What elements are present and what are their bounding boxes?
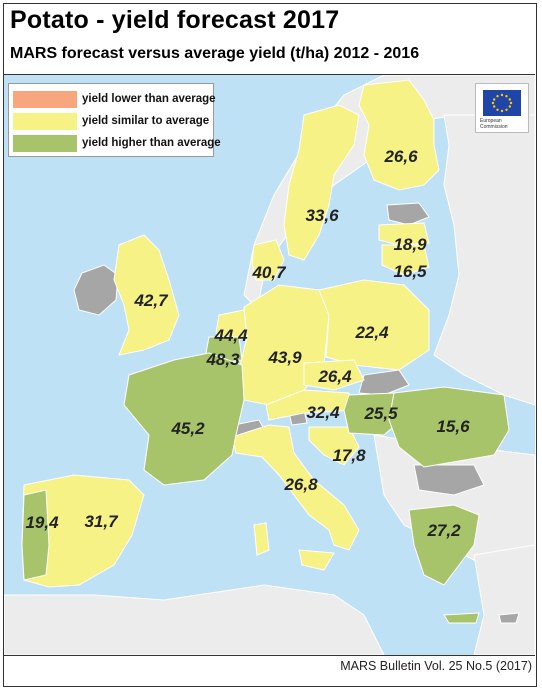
map-canvas: [4, 75, 535, 655]
bulgaria: [413, 464, 485, 496]
map-legend: yield lower than average yield similar to…: [8, 83, 221, 157]
yield-label-spain: 31,7: [84, 512, 118, 531]
map-subtitle: MARS forecast versus average yield (t/ha…: [10, 45, 420, 62]
ireland: [73, 264, 119, 316]
estonia: [386, 202, 430, 226]
european-commission-logo: European Commission: [475, 83, 529, 133]
denmark-area: [251, 239, 285, 281]
greece-area: [408, 504, 480, 586]
sardinia-area: [253, 522, 270, 556]
north-africa: [4, 584, 385, 655]
yield-label-united-kingdom: 42,7: [134, 291, 168, 310]
yield-label-italy: 26,8: [284, 475, 318, 494]
eu-stars-icon: [491, 93, 513, 113]
legend-item: yield similar to average: [13, 110, 209, 132]
yield-label-czech-republic: 26,4: [318, 367, 352, 386]
yield-label-denmark: 40,7: [252, 263, 286, 282]
yield-label-portugal: 19,4: [25, 513, 59, 532]
legend-label: yield similar to average: [82, 115, 210, 127]
legend-label: yield higher than average: [82, 137, 221, 149]
sicily-area: [298, 549, 335, 571]
legend-item: yield higher than average: [13, 132, 221, 154]
yield-label-poland: 22,4: [355, 323, 389, 342]
crete-area: [443, 612, 480, 624]
eu-flag-icon: [483, 90, 521, 116]
europe-map: yield lower than average yield similar to…: [4, 74, 535, 656]
legend-swatch: [13, 134, 77, 152]
yield-label-greece: 27,2: [427, 521, 461, 540]
yield-label-germany: 43,9: [268, 348, 302, 367]
sweden-area: [283, 104, 360, 261]
yield-label-lithuania: 16,5: [393, 262, 427, 281]
eu-logo-text: European Commission: [480, 118, 508, 130]
yield-label-romania: 15,6: [436, 417, 470, 436]
no-data-countries: [73, 202, 520, 624]
map-title: Potato - yield forecast 2017: [10, 6, 340, 34]
legend-label: yield lower than average: [82, 93, 216, 105]
legend-swatch: [13, 90, 77, 108]
countries-higher: [21, 336, 510, 624]
yield-label-latvia: 18,9: [393, 235, 427, 254]
slovakia: [358, 369, 410, 396]
footer-source: MARS Bulletin Vol. 25 No.5 (2017): [340, 659, 532, 673]
portugal-area: [21, 489, 50, 581]
yield-label-hungary: 25,5: [364, 404, 398, 423]
poland-area: [318, 279, 430, 371]
turkey: [473, 544, 535, 655]
uk-area: [113, 234, 180, 356]
lithuania-area: [381, 244, 430, 276]
france-area: [123, 352, 245, 486]
yield-label-croatia: 17,8: [332, 446, 366, 465]
latvia-area: [378, 222, 430, 246]
finland-area: [358, 79, 440, 191]
yield-label-austria: 32,4: [306, 403, 340, 422]
legend-swatch: [13, 112, 77, 130]
legend-item: yield lower than average: [13, 88, 216, 110]
yield-label-belgium: 48,3: [206, 350, 240, 369]
russia-east: [433, 114, 535, 406]
cyprus: [498, 612, 520, 624]
romania-area: [388, 386, 510, 468]
yield-label-france: 45,2: [171, 419, 205, 438]
czech-area: [303, 359, 365, 391]
yield-label-sweden: 33,6: [305, 206, 339, 225]
yield-label-finland: 26,6: [384, 147, 418, 166]
yield-label-netherlands: 44,4: [214, 326, 248, 345]
italy-area: [231, 424, 360, 551]
